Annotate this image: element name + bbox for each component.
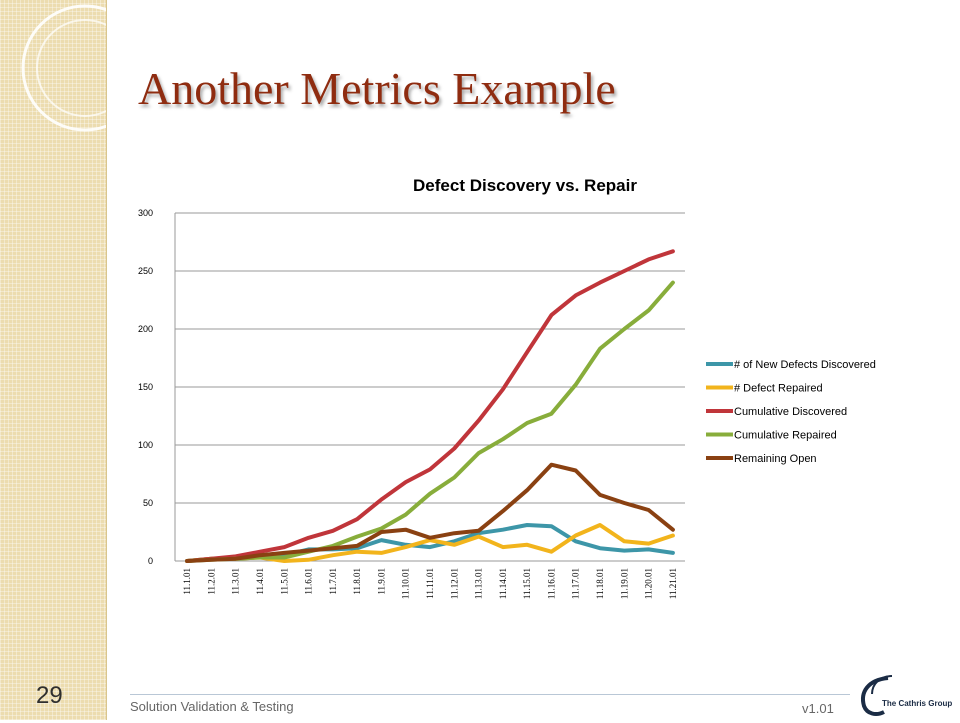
y-tick-label: 200: [138, 324, 153, 334]
x-tick-label: 11.10.01: [401, 568, 411, 599]
y-tick-label: 50: [143, 498, 153, 508]
version-label: v1.01: [802, 701, 834, 716]
footer-text: Solution Validation & Testing: [130, 699, 294, 714]
legend: # of New Defects Discovered # Defect Repa…: [706, 359, 876, 465]
y-axis-ticks: 0 50 100 150 200 250 300: [138, 208, 153, 566]
x-tick-label: 11.21.01: [668, 568, 678, 599]
legend-label: # Defect Repaired: [734, 383, 823, 395]
x-tick-label: 11.15.01: [522, 568, 532, 599]
x-tick-label: 11.1.01: [182, 568, 192, 595]
x-tick-label: 11.8.01: [352, 568, 362, 595]
x-tick-label: 11.3.01: [231, 568, 241, 595]
series-line: [185, 249, 675, 563]
series-line: [185, 462, 675, 563]
gridlines: [174, 212, 685, 562]
company-logo: The Cathris Group: [858, 672, 956, 718]
x-tick-label: 11.5.01: [279, 568, 289, 595]
x-tick-label: 11.12.01: [449, 568, 459, 599]
x-tick-label: 11.20.01: [644, 568, 654, 599]
series-lines: [185, 249, 675, 563]
x-tick-label: 11.13.01: [474, 568, 484, 599]
slide-title: Another Metrics Example: [138, 63, 616, 114]
x-tick-label: 11.16.01: [546, 568, 556, 599]
series-line: [185, 280, 675, 563]
x-tick-label: 11.14.01: [498, 568, 508, 599]
y-tick-label: 300: [138, 208, 153, 218]
x-axis-ticks: 11.1.01 11.2.01 11.3.01 11.4.01 11.5.01 11.6.…: [182, 568, 678, 599]
x-tick-label: 11.7.01: [328, 568, 338, 595]
chart-title: Defect Discovery vs. Repair: [413, 176, 637, 195]
y-tick-label: 100: [138, 440, 153, 450]
x-tick-label: 11.19.01: [619, 568, 629, 599]
x-tick-label: 11.9.01: [376, 568, 386, 595]
logo-text: The Cathris Group: [882, 699, 953, 708]
legend-label: # of New Defects Discovered: [734, 359, 876, 371]
y-tick-label: 150: [138, 382, 153, 392]
x-tick-label: 11.6.01: [304, 568, 314, 595]
legend-label: Cumulative Repaired: [734, 430, 837, 442]
x-tick-label: 11.4.01: [255, 568, 265, 595]
x-tick-label: 11.17.01: [571, 568, 581, 599]
x-tick-label: 11.11.01: [425, 568, 435, 599]
legend-label: Remaining Open: [734, 453, 817, 465]
x-tick-label: 11.18.01: [595, 568, 605, 599]
x-tick-label: 11.2.01: [206, 568, 216, 595]
logo-swoosh-icon: [861, 675, 893, 716]
page-number: 29: [36, 682, 63, 709]
y-tick-label: 0: [148, 556, 153, 566]
defect-chart: Defect Discovery vs. Repair 0 50 100 150 200…: [138, 176, 876, 599]
footer-divider: [130, 694, 850, 695]
decorative-circles: [21, 4, 106, 132]
legend-label: Cumulative Discovered: [734, 406, 847, 418]
y-tick-label: 250: [138, 266, 153, 276]
